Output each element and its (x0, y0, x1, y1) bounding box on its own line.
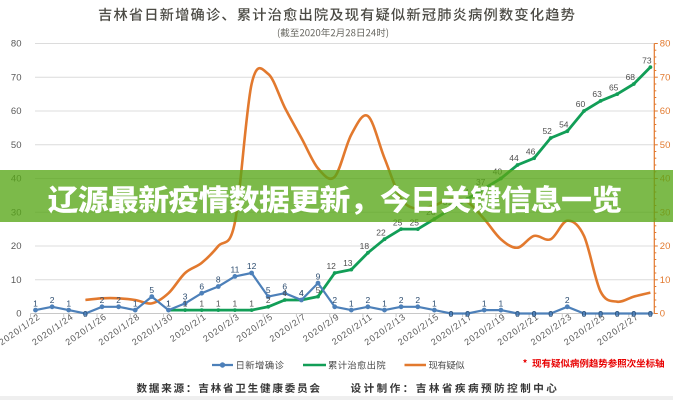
svg-text:4: 4 (299, 288, 304, 298)
svg-text:1: 1 (166, 298, 171, 308)
svg-text:0: 0 (660, 309, 665, 320)
svg-text:1: 1 (349, 298, 354, 308)
svg-text:68: 68 (626, 72, 636, 82)
svg-text:18: 18 (360, 241, 370, 251)
svg-text:2: 2 (116, 295, 121, 305)
svg-text:1: 1 (133, 298, 138, 308)
svg-text:6: 6 (282, 281, 287, 291)
svg-text:80: 80 (11, 39, 22, 50)
svg-text:44: 44 (509, 153, 519, 163)
svg-text:63: 63 (592, 89, 602, 99)
svg-text:4: 4 (299, 288, 304, 298)
svg-text:4: 4 (282, 288, 287, 298)
svg-text:25: 25 (393, 217, 403, 227)
svg-text:10: 10 (11, 275, 22, 286)
svg-text:80: 80 (660, 39, 671, 50)
svg-text:8: 8 (216, 275, 221, 285)
svg-text:12: 12 (326, 261, 336, 271)
svg-text:1: 1 (233, 298, 238, 308)
svg-text:0: 0 (532, 309, 537, 319)
svg-text:2: 2 (100, 295, 105, 305)
svg-text:0: 0 (648, 309, 653, 319)
svg-text:0: 0 (548, 309, 553, 319)
svg-text:73: 73 (642, 55, 652, 65)
svg-text:5: 5 (266, 285, 271, 295)
svg-text:46: 46 (526, 146, 536, 156)
svg-text:54: 54 (559, 120, 569, 130)
svg-text:70: 70 (660, 73, 671, 84)
svg-text:2: 2 (50, 295, 55, 305)
svg-text:13: 13 (343, 258, 353, 268)
svg-text:1: 1 (66, 298, 71, 308)
svg-text:2020/2/1: 2020/2/1 (168, 311, 208, 343)
svg-text:2020/2/7: 2020/2/7 (268, 311, 308, 343)
svg-text:5: 5 (149, 285, 154, 295)
svg-text:1: 1 (166, 298, 171, 308)
svg-text:50: 50 (660, 140, 671, 151)
svg-text:1: 1 (199, 298, 204, 308)
svg-text:9: 9 (316, 271, 321, 281)
svg-text:70: 70 (11, 73, 22, 84)
svg-text:2020/2/3: 2020/2/3 (201, 311, 241, 343)
svg-text:0: 0 (598, 309, 603, 319)
svg-text:1: 1 (33, 298, 38, 308)
svg-text:22: 22 (376, 227, 386, 237)
svg-text:1: 1 (432, 298, 437, 308)
svg-text:0: 0 (515, 309, 520, 319)
svg-text:2: 2 (266, 295, 271, 305)
svg-text:20: 20 (11, 241, 22, 252)
svg-text:60: 60 (660, 106, 671, 117)
svg-text:2: 2 (366, 295, 371, 305)
svg-text:2: 2 (332, 295, 337, 305)
svg-text:2: 2 (565, 295, 570, 305)
svg-text:0: 0 (83, 309, 88, 319)
svg-text:1: 1 (482, 298, 487, 308)
svg-text:1: 1 (183, 298, 188, 308)
svg-text:1: 1 (216, 298, 221, 308)
svg-text:20: 20 (660, 241, 671, 252)
svg-text:65: 65 (609, 82, 619, 92)
svg-text:1: 1 (249, 298, 254, 308)
svg-text:6: 6 (199, 281, 204, 291)
svg-text:2: 2 (415, 295, 420, 305)
svg-text:12: 12 (247, 261, 257, 271)
svg-text:50: 50 (11, 140, 22, 151)
svg-text:0: 0 (16, 309, 21, 320)
svg-text:52: 52 (542, 126, 552, 136)
svg-text:2020/2/5: 2020/2/5 (235, 311, 275, 343)
svg-text:0: 0 (465, 309, 470, 319)
svg-text:0: 0 (582, 309, 587, 319)
svg-text:25: 25 (410, 217, 420, 227)
svg-text:11: 11 (230, 265, 239, 275)
svg-text:60: 60 (11, 106, 22, 117)
svg-text:1: 1 (499, 298, 504, 308)
svg-text:2: 2 (399, 295, 404, 305)
svg-text:10: 10 (660, 275, 671, 286)
svg-text:0: 0 (449, 309, 454, 319)
svg-text:60: 60 (576, 99, 586, 109)
svg-text:1: 1 (382, 298, 387, 308)
svg-text:5: 5 (316, 285, 321, 295)
svg-text:0: 0 (615, 309, 620, 319)
svg-text:3: 3 (183, 292, 188, 302)
svg-text:0: 0 (631, 309, 636, 319)
